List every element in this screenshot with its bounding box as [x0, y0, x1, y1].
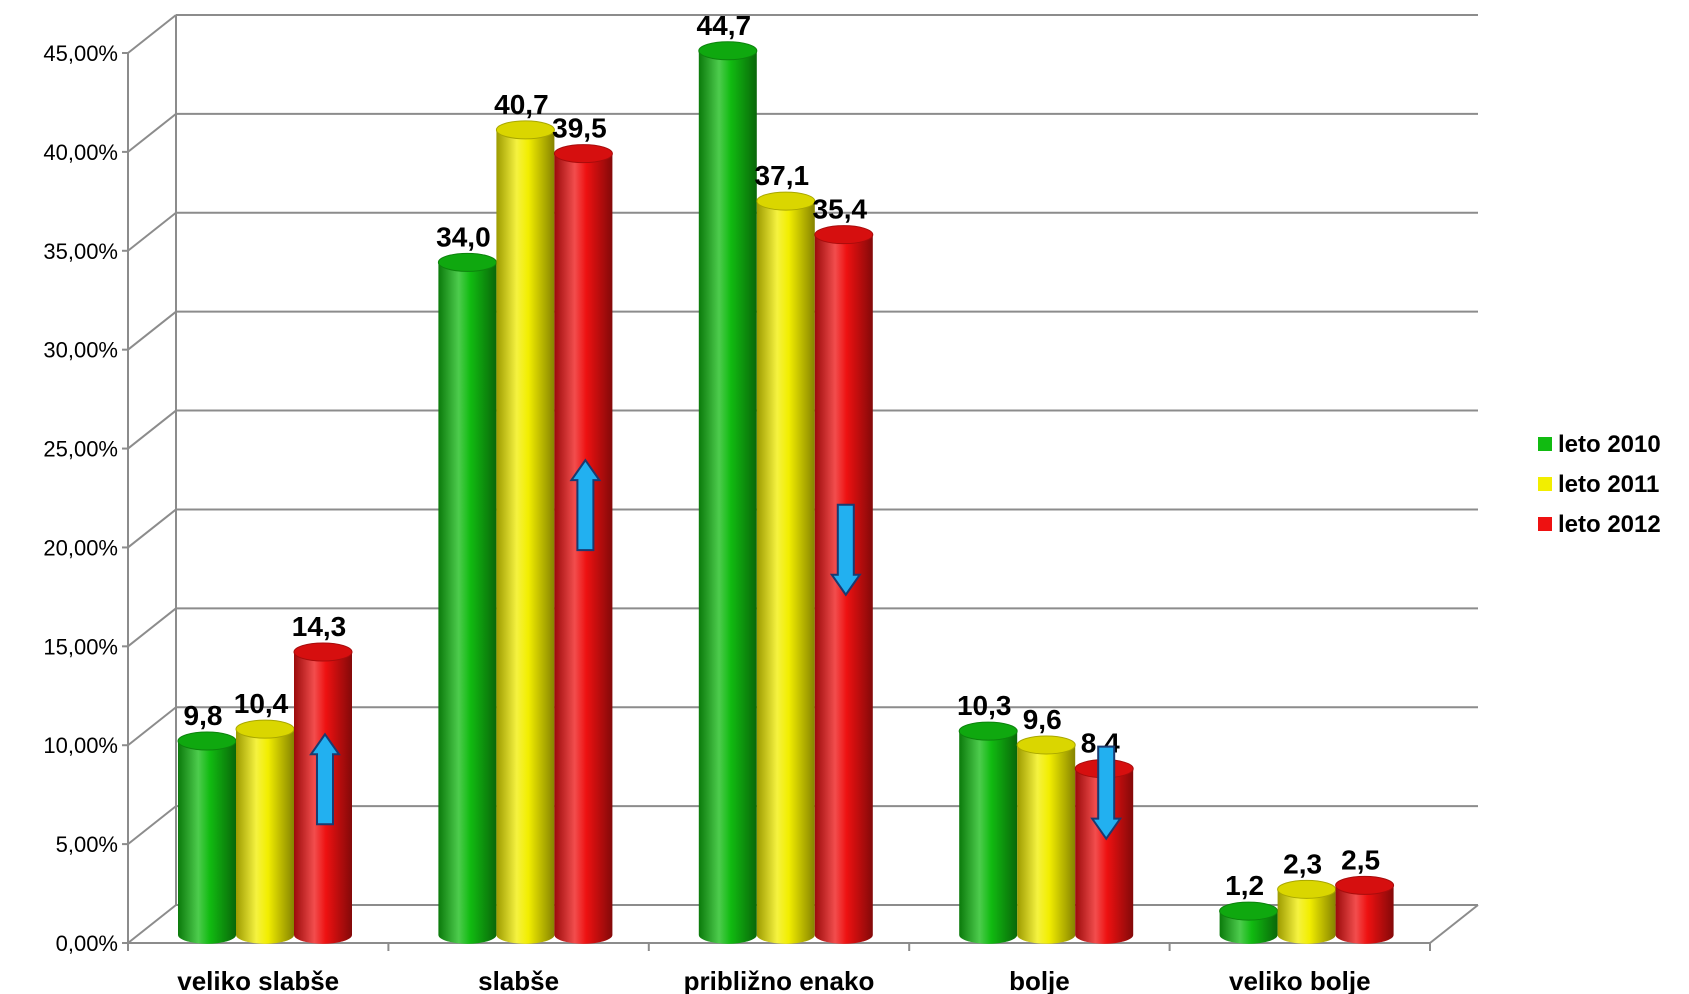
legend-swatch [1538, 477, 1552, 491]
data-label: 9,6 [1023, 704, 1062, 735]
bar-body [496, 129, 555, 944]
bar-body [1075, 768, 1134, 944]
x-tick-label: veliko bolje [1229, 966, 1371, 994]
gridline-side [127, 14, 177, 54]
y-tick-label: 15,00% [43, 634, 118, 659]
y-tick-label: 35,00% [43, 239, 118, 264]
bar [437, 252, 497, 944]
bar-top [958, 721, 1018, 741]
arrow-up-icon [569, 458, 602, 552]
trend-arrows [309, 458, 1123, 841]
gridline-side [127, 409, 177, 450]
bar [235, 719, 295, 944]
bar-top [1277, 879, 1337, 899]
data-label: 35,4 [813, 194, 868, 225]
data-label: 10,3 [957, 690, 1012, 721]
bar [958, 721, 1018, 944]
bar [756, 191, 816, 944]
legend-entry: leto 2011 [1558, 471, 1659, 498]
legend-swatch [1538, 437, 1552, 451]
bar-top [1219, 901, 1279, 921]
bar-body [698, 50, 757, 944]
arrow-up-icon [309, 732, 341, 826]
bar [1016, 735, 1076, 944]
y-tick-label: 5,00% [56, 832, 118, 857]
bar [1335, 875, 1395, 944]
x-tick-label: približno enako [684, 966, 875, 994]
gridline-side [127, 211, 177, 252]
legend-entry: leto 2010 [1558, 431, 1661, 458]
bar-top [437, 252, 497, 272]
y-tick-label: 0,00% [56, 931, 118, 956]
x-tick-label: veliko slabše [177, 966, 339, 994]
bar-top [495, 120, 555, 140]
bar [495, 120, 555, 944]
data-label: 1,2 [1225, 870, 1264, 901]
bar-body [1277, 889, 1336, 944]
bar-body [178, 740, 236, 944]
bar-top [235, 719, 295, 739]
y-tick-label: 20,00% [43, 535, 118, 560]
y-tick-label: 40,00% [43, 140, 118, 165]
y-tick-label: 10,00% [43, 733, 118, 758]
legend: leto 2010 leto 2011 leto 2012 [1538, 431, 1661, 538]
data-label: 40,7 [494, 89, 549, 120]
gridline-side [127, 607, 177, 648]
y-tick-label: 45,00% [43, 41, 118, 66]
data-label: 34,0 [436, 221, 491, 252]
arrow-down-icon [1090, 745, 1123, 841]
data-label: 44,7 [697, 10, 752, 41]
gridline-side [127, 805, 177, 845]
gridline-side [127, 706, 177, 747]
data-label: 37,1 [755, 160, 810, 191]
bar-top [756, 191, 816, 211]
bar-top [177, 731, 237, 751]
gridline-side [127, 310, 177, 351]
data-label: 2,5 [1341, 844, 1380, 875]
gridline-side [127, 113, 177, 153]
x-tick-label: bolje [1009, 966, 1070, 994]
data-label: 14,3 [292, 611, 347, 642]
bar [177, 731, 237, 944]
gridline-side [127, 508, 177, 549]
axes: 0,00% 5,00% 10,00% 15,00% 20,00% 25,00% 30,00%… [43, 15, 1479, 994]
data-labels: 9,8 10,4 14,3 34,0 40,739,5 44,7 37,135,4 10,3 9… [184, 10, 1381, 901]
bar-body [236, 729, 294, 944]
gridline-side [127, 904, 177, 944]
data-label: 2,3 [1283, 848, 1322, 879]
arrow-down-icon [829, 503, 862, 597]
bar-body [959, 731, 1018, 944]
bar-top [293, 642, 353, 662]
x-tick-label: slabše [478, 966, 559, 994]
bar-top [1335, 875, 1395, 895]
bar-body [438, 262, 497, 944]
bar-top [814, 225, 874, 245]
bar-body [1335, 885, 1394, 944]
bar-body [756, 201, 815, 944]
legend-entry: leto 2012 [1558, 511, 1661, 538]
bar-body [1017, 744, 1076, 944]
bar [1277, 879, 1337, 944]
bar [1219, 901, 1279, 944]
bar-top [698, 41, 758, 61]
bar-top [553, 144, 613, 164]
y-tick-label: 30,00% [43, 338, 118, 363]
y-tick-label: 25,00% [43, 437, 118, 462]
data-label: 10,4 [234, 688, 289, 719]
legend-swatch [1538, 517, 1552, 531]
floor-right-edge [1429, 904, 1479, 944]
data-label: 39,5 [552, 113, 607, 144]
data-label: 9,8 [184, 700, 223, 731]
bar-top [1016, 735, 1076, 755]
bar [698, 41, 758, 944]
